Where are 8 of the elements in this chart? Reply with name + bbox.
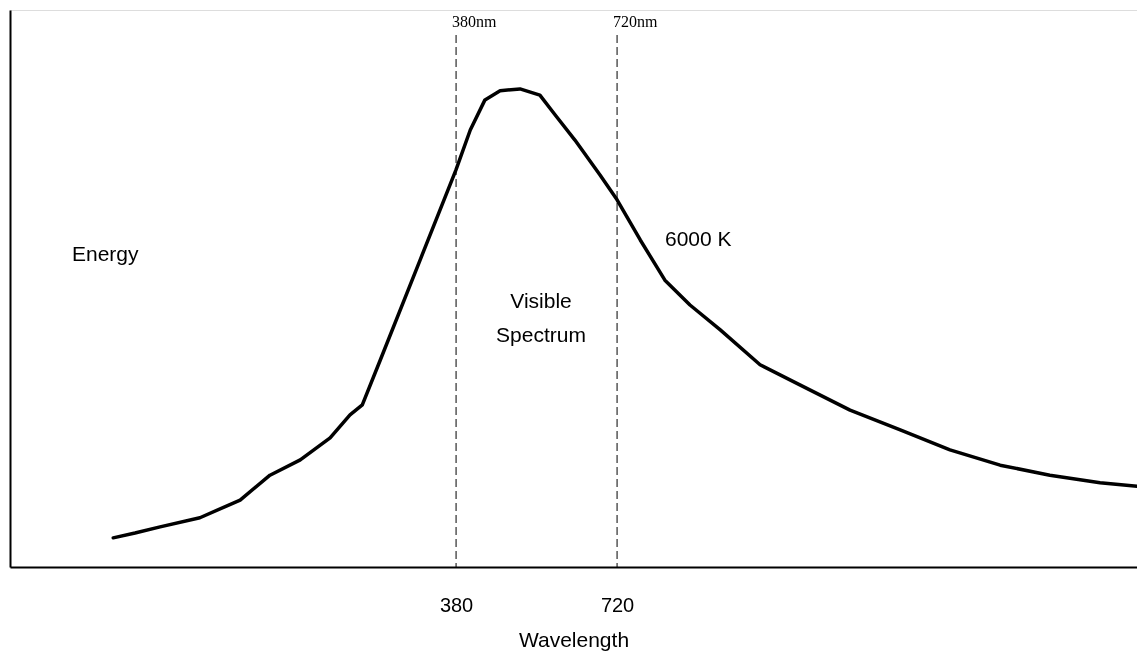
x-tick-label: 720 xyxy=(600,593,635,616)
ref-line-label: 380nm xyxy=(452,13,498,30)
x-axis-title: Wavelength xyxy=(518,627,630,651)
x-tick-label: 380 xyxy=(439,593,474,616)
series-label: 6000 K xyxy=(665,227,732,250)
ref-line-label: 720nm xyxy=(613,13,659,30)
annotation: Visible Spectrum xyxy=(496,289,586,346)
y-axis-title: Energy xyxy=(72,242,140,265)
